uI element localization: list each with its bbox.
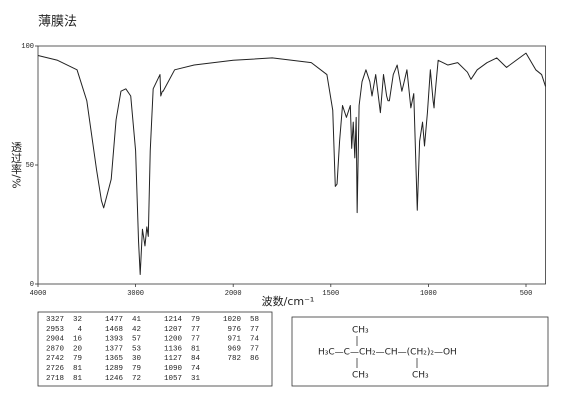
peak-transmittance: 79 xyxy=(132,365,141,373)
peak-transmittance: 16 xyxy=(73,336,83,344)
peak-transmittance: 86 xyxy=(250,355,260,363)
structure-top: CH₃ xyxy=(352,326,369,336)
peak-transmittance: 74 xyxy=(250,336,260,344)
peak-transmittance: 42 xyxy=(132,326,141,334)
structure-bottom-left: CH₃ xyxy=(352,371,369,381)
y-tick-label: 50 xyxy=(26,162,34,170)
peak-wavenumber: 2718 xyxy=(46,375,64,383)
peak-wavenumber: 1393 xyxy=(105,336,124,344)
peak-transmittance: 53 xyxy=(132,345,142,353)
peak-wavenumber: 3327 xyxy=(46,316,64,324)
peak-transmittance: 81 xyxy=(73,365,83,373)
peak-wavenumber: 1136 xyxy=(164,345,183,353)
peak-wavenumber: 1214 xyxy=(164,316,183,324)
structure-frame xyxy=(291,316,549,387)
peak-wavenumber: 1127 xyxy=(164,355,182,363)
peak-wavenumber: 2742 xyxy=(46,355,64,363)
peak-wavenumber: 2953 xyxy=(46,326,65,334)
peak-transmittance: 81 xyxy=(73,375,83,383)
x-tick-label: 3000 xyxy=(127,290,144,298)
peak-transmittance: 77 xyxy=(250,326,259,334)
peak-transmittance: 4 xyxy=(77,326,82,334)
peak-transmittance: 41 xyxy=(132,316,142,324)
peak-transmittance: 58 xyxy=(250,316,259,324)
peak-wavenumber: 1365 xyxy=(105,355,124,363)
x-tick-label: 500 xyxy=(520,290,533,298)
peak-wavenumber: 1090 xyxy=(164,365,183,373)
peak-transmittance: 74 xyxy=(191,365,201,373)
peak-wavenumber: 969 xyxy=(227,345,241,353)
peak-wavenumber: 782 xyxy=(227,355,241,363)
peak-table-frame xyxy=(37,311,273,387)
x-tick-label: 1500 xyxy=(322,290,339,298)
peak-transmittance: 79 xyxy=(73,355,82,363)
x-tick-label: 1000 xyxy=(420,290,437,298)
peak-transmittance: 20 xyxy=(73,345,83,353)
structure-bottom-right: CH₃ xyxy=(412,371,429,381)
peak-wavenumber: 2904 xyxy=(46,336,65,344)
x-axis-label: 波数/cm⁻¹ xyxy=(262,295,315,308)
peak-transmittance: 77 xyxy=(191,336,200,344)
x-tick-label: 2000 xyxy=(225,290,242,298)
peak-wavenumber: 1246 xyxy=(105,375,124,383)
y-axis-label: 透过率/% xyxy=(10,141,23,188)
chart-title: 薄膜法 xyxy=(38,15,77,30)
y-tick-label: 100 xyxy=(21,43,34,51)
x-tick-label: 4000 xyxy=(30,290,47,298)
peak-transmittance: 79 xyxy=(191,316,200,324)
peak-transmittance: 31 xyxy=(191,375,201,383)
peak-wavenumber: 976 xyxy=(227,326,241,334)
peak-transmittance: 81 xyxy=(191,345,201,353)
peak-transmittance: 32 xyxy=(73,316,82,324)
structure-main: H₃C—C—CH₂—CH—(CH₂)₂—OH xyxy=(318,348,457,358)
peak-transmittance: 72 xyxy=(132,375,141,383)
peak-wavenumber: 2726 xyxy=(46,365,65,373)
spectrum-line xyxy=(37,52,546,275)
peak-wavenumber: 1207 xyxy=(164,326,182,334)
peak-wavenumber: 1057 xyxy=(164,375,182,383)
peak-wavenumber: 1200 xyxy=(164,336,183,344)
plot-frame xyxy=(37,45,546,285)
peak-wavenumber: 1377 xyxy=(105,345,123,353)
y-tick-label: 0 xyxy=(30,281,34,289)
peak-transmittance: 57 xyxy=(132,336,141,344)
peak-transmittance: 77 xyxy=(191,326,200,334)
peak-transmittance: 84 xyxy=(191,355,201,363)
peak-wavenumber: 1020 xyxy=(223,316,242,324)
peak-wavenumber: 1468 xyxy=(105,326,123,334)
peak-wavenumber: 2870 xyxy=(46,345,65,353)
peak-transmittance: 77 xyxy=(250,345,259,353)
peak-wavenumber: 1477 xyxy=(105,316,123,324)
peak-transmittance: 30 xyxy=(132,355,142,363)
peak-wavenumber: 1289 xyxy=(105,365,123,373)
peak-wavenumber: 971 xyxy=(227,336,241,344)
